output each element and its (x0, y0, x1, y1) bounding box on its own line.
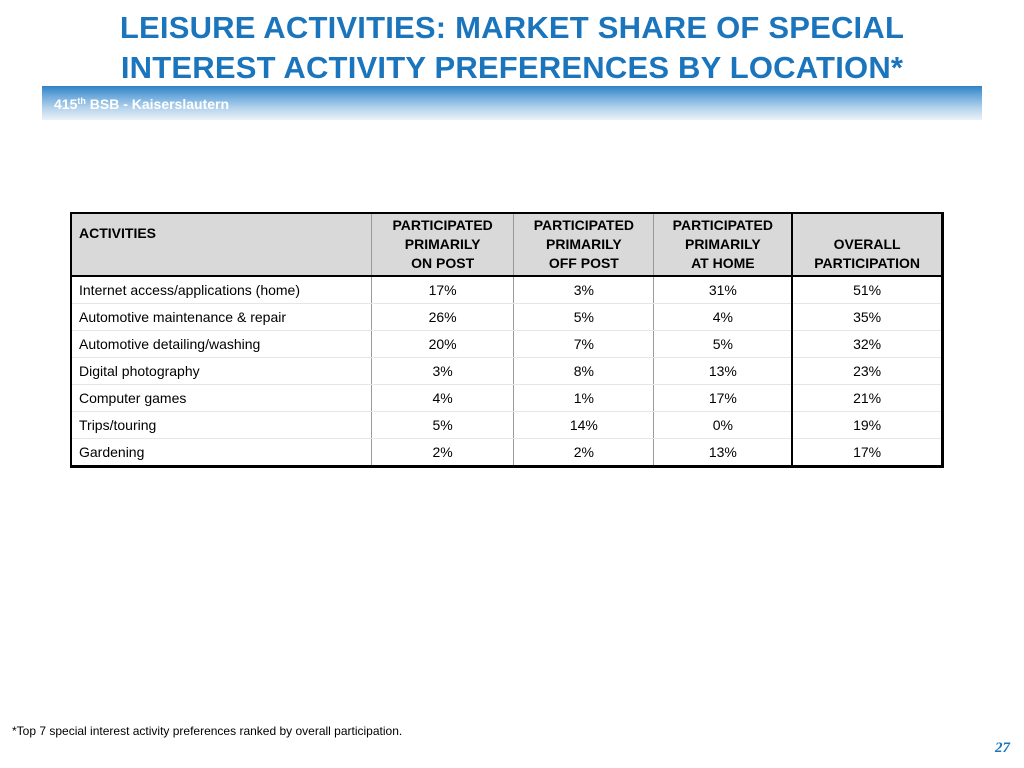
on-post-cell: 26% (371, 303, 515, 331)
on-post-cell: 4% (371, 384, 515, 412)
overall-cell: 17% (792, 438, 943, 467)
on-post-cell: 5% (371, 411, 515, 439)
activity-cell: Internet access/applications (home) (71, 276, 373, 304)
overall-cell: 35% (792, 303, 943, 331)
overall-cell: 21% (792, 384, 943, 412)
slide-title-line-1: LEISURE ACTIVITIES: MARKET SHARE OF SPEC… (119, 10, 905, 45)
header-on-post-line: PRIMARILY (404, 236, 481, 252)
table-row: Computer games 4% 1% 17% 21% (71, 384, 943, 412)
on-post-cell: 2% (371, 438, 515, 467)
header-on-post-line: PARTICIPATED (392, 217, 493, 233)
slide-title-line-2: INTEREST ACTIVITY PREFERENCES BY LOCATIO… (120, 50, 904, 85)
at-home-cell: 31% (653, 276, 794, 304)
table-row: Trips/touring 5% 14% 0% 19% (71, 411, 943, 439)
organization-number: 415 (54, 96, 78, 112)
header-at-home-line: AT HOME (691, 255, 755, 271)
overall-cell: 23% (792, 357, 943, 385)
header-activities: ACTIVITIES (71, 213, 373, 277)
table-row: Gardening 2% 2% 13% 17% (71, 438, 943, 467)
at-home-cell: 13% (653, 357, 794, 385)
off-post-cell: 5% (513, 303, 655, 331)
at-home-cell: 5% (653, 330, 794, 358)
overall-cell: 19% (792, 411, 943, 439)
on-post-cell: 17% (371, 276, 515, 304)
off-post-cell: 14% (513, 411, 655, 439)
header-off-post-line: PRIMARILY (546, 236, 622, 252)
on-post-cell: 3% (371, 357, 515, 385)
header-overall: OVERALL PARTICIPATION (792, 213, 943, 277)
table-header-row: ACTIVITIES PARTICIPATED PRIMARILY ON POS… (71, 213, 943, 277)
overall-cell: 51% (792, 276, 943, 304)
organization-ordinal: th (77, 96, 86, 106)
at-home-cell: 13% (653, 438, 794, 467)
header-overall-line: PARTICIPATION (814, 255, 920, 271)
slide-title: LEISURE ACTIVITIES: MARKET SHARE OF SPEC… (40, 8, 984, 88)
activity-cell: Gardening (71, 438, 373, 467)
activity-cell: Digital photography (71, 357, 373, 385)
header-off-post-line: PARTICIPATED (533, 217, 635, 233)
header-off-post: PARTICIPATED PRIMARILY OFF POST (513, 213, 655, 277)
off-post-cell: 1% (513, 384, 655, 412)
off-post-cell: 3% (513, 276, 655, 304)
off-post-cell: 7% (513, 330, 655, 358)
table-row: Internet access/applications (home) 17% … (71, 276, 943, 304)
header-off-post-line: OFF POST (548, 255, 619, 271)
header-overall-line: OVERALL (833, 236, 901, 252)
table-row: Automotive detailing/washing 20% 7% 5% 3… (71, 330, 943, 358)
table-row: Automotive maintenance & repair 26% 5% 4… (71, 303, 943, 331)
overall-cell: 32% (792, 330, 943, 358)
at-home-cell: 4% (653, 303, 794, 331)
header-at-home-line: PARTICIPATED (672, 217, 774, 233)
off-post-cell: 8% (513, 357, 655, 385)
activity-cell: Automotive maintenance & repair (71, 303, 373, 331)
on-post-cell: 20% (371, 330, 515, 358)
table-row: Digital photography 3% 8% 13% 23% (71, 357, 943, 385)
footnote: *Top 7 special interest activity prefere… (12, 724, 403, 738)
organization-name: BSB - Kaiserslautern (85, 96, 230, 112)
activities-table: ACTIVITIES PARTICIPATED PRIMARILY ON POS… (70, 212, 944, 468)
header-band: 415th BSB - Kaiserslautern (42, 86, 982, 120)
header-at-home-line: PRIMARILY (684, 236, 761, 252)
header-on-post-line: ON POST (411, 255, 475, 271)
at-home-cell: 0% (653, 411, 794, 439)
organization-label: 415th BSB - Kaiserslautern (54, 96, 229, 112)
activity-cell: Computer games (71, 384, 373, 412)
activity-cell: Trips/touring (71, 411, 373, 439)
page-number: 27 (995, 740, 1010, 756)
activity-cell: Automotive detailing/washing (71, 330, 373, 358)
at-home-cell: 17% (653, 384, 794, 412)
header-on-post: PARTICIPATED PRIMARILY ON POST (371, 213, 515, 277)
off-post-cell: 2% (513, 438, 655, 467)
header-at-home: PARTICIPATED PRIMARILY AT HOME (653, 213, 794, 277)
